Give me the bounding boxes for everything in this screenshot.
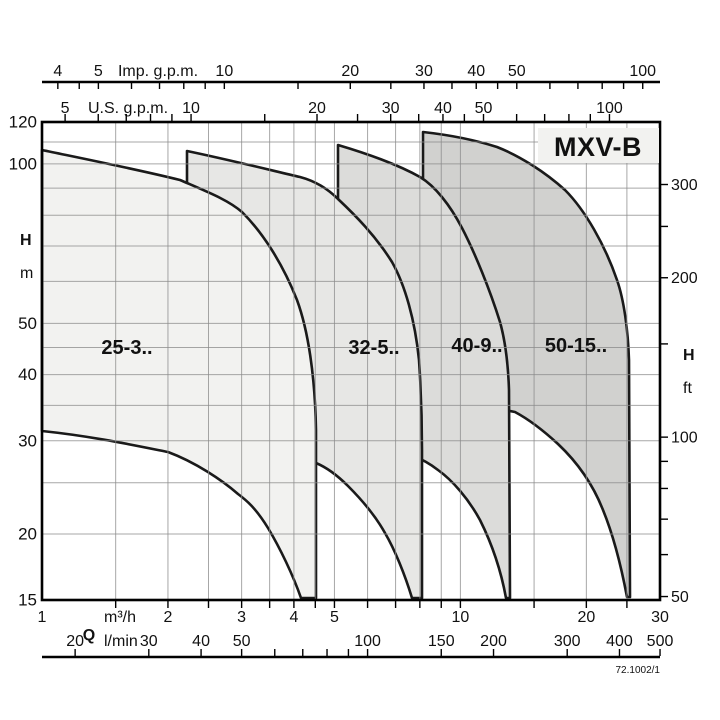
title-box: MXV-B [538, 128, 659, 163]
chart-title: MXV-B [554, 132, 642, 162]
tick-label: 20 [66, 633, 84, 650]
tick-label: 40 [18, 365, 37, 384]
us-gpm-ticks: 5 10 20 30 40 50 100 [61, 100, 623, 121]
tick-label: 20 [577, 609, 595, 626]
envelope-region-50-15 [421, 130, 632, 599]
tick-label: 15 [18, 591, 37, 610]
us-gpm-axis-label: U.S. g.p.m. [88, 100, 168, 117]
region-label-32-5: 32-5.. [348, 337, 399, 359]
tick-label: 500 [647, 633, 674, 650]
h-ft-axis-label-h: H [683, 347, 695, 364]
tick-label: 20 [18, 525, 37, 544]
tick-label: 40 [192, 633, 210, 650]
tick-label: 4 [289, 609, 298, 626]
h-m-axis-label-unit: m [20, 265, 33, 282]
tick-label: 20 [308, 100, 326, 117]
tick-label: 5 [94, 63, 103, 80]
lmin-axis-label: l/min [104, 633, 138, 650]
h-m-axis-label-h: H [20, 232, 32, 249]
axis-h-ft: H ft 300 200 100 50 [661, 177, 698, 606]
tick-label: 50 [671, 589, 689, 606]
tick-label: 400 [606, 633, 633, 650]
tick-label: 5 [61, 100, 70, 117]
tick-label: 3 [237, 609, 246, 626]
tick-label: 5 [330, 609, 339, 626]
m3h-axis-label: m³/h [104, 609, 136, 626]
axis-q-m3h: Q m³/h l/min 1 2 3 4 5 10 20 30 [38, 601, 669, 650]
region-labels: 25-3.. 32-5.. 40-9.. 50-15.. [101, 335, 607, 359]
document-number: 72.1002/1 [616, 665, 661, 676]
h-ft-axis-label-unit: ft [683, 380, 692, 397]
tick-label: 150 [428, 633, 455, 650]
tick-label: 1 [38, 609, 47, 626]
h-ft-ticks: 300 200 100 50 [661, 177, 698, 606]
tick-label: 10 [452, 609, 470, 626]
q-axis-label: Q [83, 627, 95, 644]
axis-lmin: 20 30 40 50 100 150 200 300 400 500 [42, 633, 673, 659]
tick-label: 300 [671, 177, 698, 194]
lmin-ticks: 20 30 40 50 100 150 200 300 400 500 [66, 633, 673, 656]
tick-label: 2 [163, 609, 172, 626]
tick-label: 100 [596, 100, 623, 117]
tick-label: 40 [467, 63, 485, 80]
tick-label: 200 [480, 633, 507, 650]
axis-h-m: H m 120 100 50 40 30 20 15 [9, 113, 37, 610]
m3h-ticks: 1 2 3 4 5 10 20 30 [38, 601, 669, 626]
region-label-25-3: 25-3.. [101, 337, 152, 359]
tick-label: 20 [341, 63, 359, 80]
tick-label: 10 [182, 100, 200, 117]
tick-label: 30 [18, 431, 37, 450]
tick-label: 100 [671, 430, 698, 447]
tick-label: 100 [629, 63, 656, 80]
tick-label: 50 [475, 100, 493, 117]
tick-label: 100 [9, 154, 37, 173]
tick-label: 50 [233, 633, 251, 650]
tick-label: 200 [671, 270, 698, 287]
tick-label: 30 [140, 633, 158, 650]
chart-frame [40, 120, 662, 602]
tick-label: 10 [215, 63, 233, 80]
imp-gpm-ticks: 4 5 10 20 30 40 50 100 [53, 63, 656, 89]
tick-label: 300 [554, 633, 581, 650]
axis-imp-gpm: Imp. g.p.m. 4 5 10 20 30 40 50 100 [42, 63, 660, 89]
tick-label: 30 [651, 609, 669, 626]
imp-gpm-axis-label: Imp. g.p.m. [118, 63, 198, 80]
tick-label: 50 [508, 63, 526, 80]
tick-label: 50 [18, 314, 37, 333]
axis-us-gpm: U.S. g.p.m. 5 10 20 30 40 50 100 [61, 100, 623, 121]
pump-envelopes [40, 130, 632, 600]
tick-label: 100 [354, 633, 381, 650]
region-label-50-15: 50-15.. [545, 335, 607, 357]
tick-label: 4 [53, 63, 62, 80]
tick-label: 120 [9, 113, 37, 132]
tick-label: 40 [434, 100, 452, 117]
tick-label: 30 [415, 63, 433, 80]
title-box-bg [538, 128, 659, 163]
h-m-tick-labels: 120 100 50 40 30 20 15 [9, 113, 37, 610]
region-label-40-9: 40-9.. [451, 335, 502, 357]
tick-label: 30 [382, 100, 400, 117]
